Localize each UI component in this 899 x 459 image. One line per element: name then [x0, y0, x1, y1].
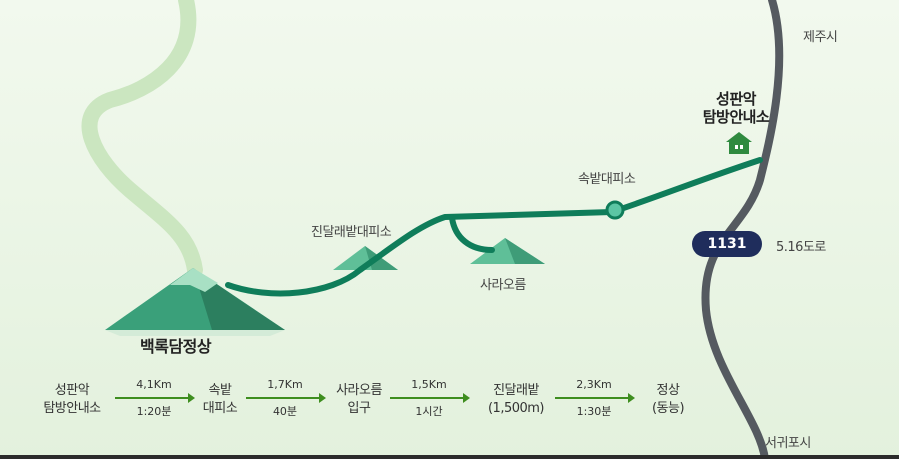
segment-time: 40분 [272, 405, 298, 418]
route-stop-line1: 진달래밭 [493, 383, 539, 398]
route-stop-line2: (1,500m) [487, 401, 545, 416]
route-stop-line2: 입구 [347, 401, 371, 416]
route-stop-line1: 성판악 [54, 383, 90, 398]
label-jeju-si: 제주시 [803, 30, 838, 45]
route-stop-line1: 정상 [656, 383, 680, 398]
route-stop-line1: 사라오름 [336, 383, 382, 398]
segment-distance: 1,7Km [267, 378, 303, 391]
route-stop-line2: 대피소 [202, 401, 238, 416]
route-stop: 성판악 탐방안내소 [32, 382, 112, 418]
sarareum-peak-icon [470, 238, 545, 264]
label-jindallae: 진달래밭대피소 [311, 225, 392, 240]
trail-main [225, 157, 763, 297]
segment-arrow-icon [115, 393, 195, 403]
route-segment: 1,5Km 1시간 [390, 378, 470, 419]
route-stop: 진달래밭 (1,500m) [478, 382, 554, 418]
label-sarareum: 사라오름 [480, 278, 526, 293]
route-segment: 4,1Km 1:20분 [115, 378, 195, 419]
label-baengnokdam: 백록담정상 [140, 337, 212, 356]
label-seogwipo-si: 서귀포시 [765, 436, 811, 451]
segment-arrow-icon [390, 393, 470, 403]
trail-sarareum-branch [449, 215, 495, 253]
label-seongpanak: 성판악 탐방안내소 [686, 90, 786, 126]
segment-distance: 1,5Km [411, 378, 447, 391]
route-stop: 정상 (동능) [640, 382, 696, 418]
segment-arrow-icon [246, 393, 326, 403]
label-seongpanak-line1: 성판악 [716, 90, 756, 108]
label-sokbat: 속밭대피소 [578, 172, 636, 187]
waypoint-circle-icon [605, 200, 625, 220]
route-stop: 사라오름 입구 [326, 382, 392, 418]
bottom-border [0, 455, 899, 459]
route-stop-line2: (동능) [651, 401, 685, 416]
road-number-badge: 1131 [692, 231, 762, 257]
baengnokdam-peak-icon [105, 268, 285, 336]
route-stop-line1: 속밭 [208, 383, 232, 398]
segment-time: 1시간 [415, 405, 443, 418]
house-icon [726, 132, 752, 154]
label-road-name: 5.16도로 [776, 240, 826, 255]
segment-distance: 2,3Km [576, 378, 612, 391]
segment-time: 1:30분 [576, 405, 612, 418]
segment-time: 1:20분 [136, 405, 172, 418]
label-seongpanak-line2: 탐방안내소 [702, 108, 770, 126]
segment-arrow-icon [555, 393, 635, 403]
route-segment: 2,3Km 1:30분 [555, 378, 635, 419]
route-stop-line2: 탐방안내소 [43, 401, 101, 416]
route-stop: 속밭 대피소 [192, 382, 248, 418]
ridge-line [81, 0, 203, 278]
segment-distance: 4,1Km [136, 378, 172, 391]
route-segment: 1,7Km 40분 [246, 378, 326, 419]
route-summary: 성판악 탐방안내소 4,1Km 1:20분 속밭 대피소 1,7Km 40분 사… [0, 372, 899, 442]
